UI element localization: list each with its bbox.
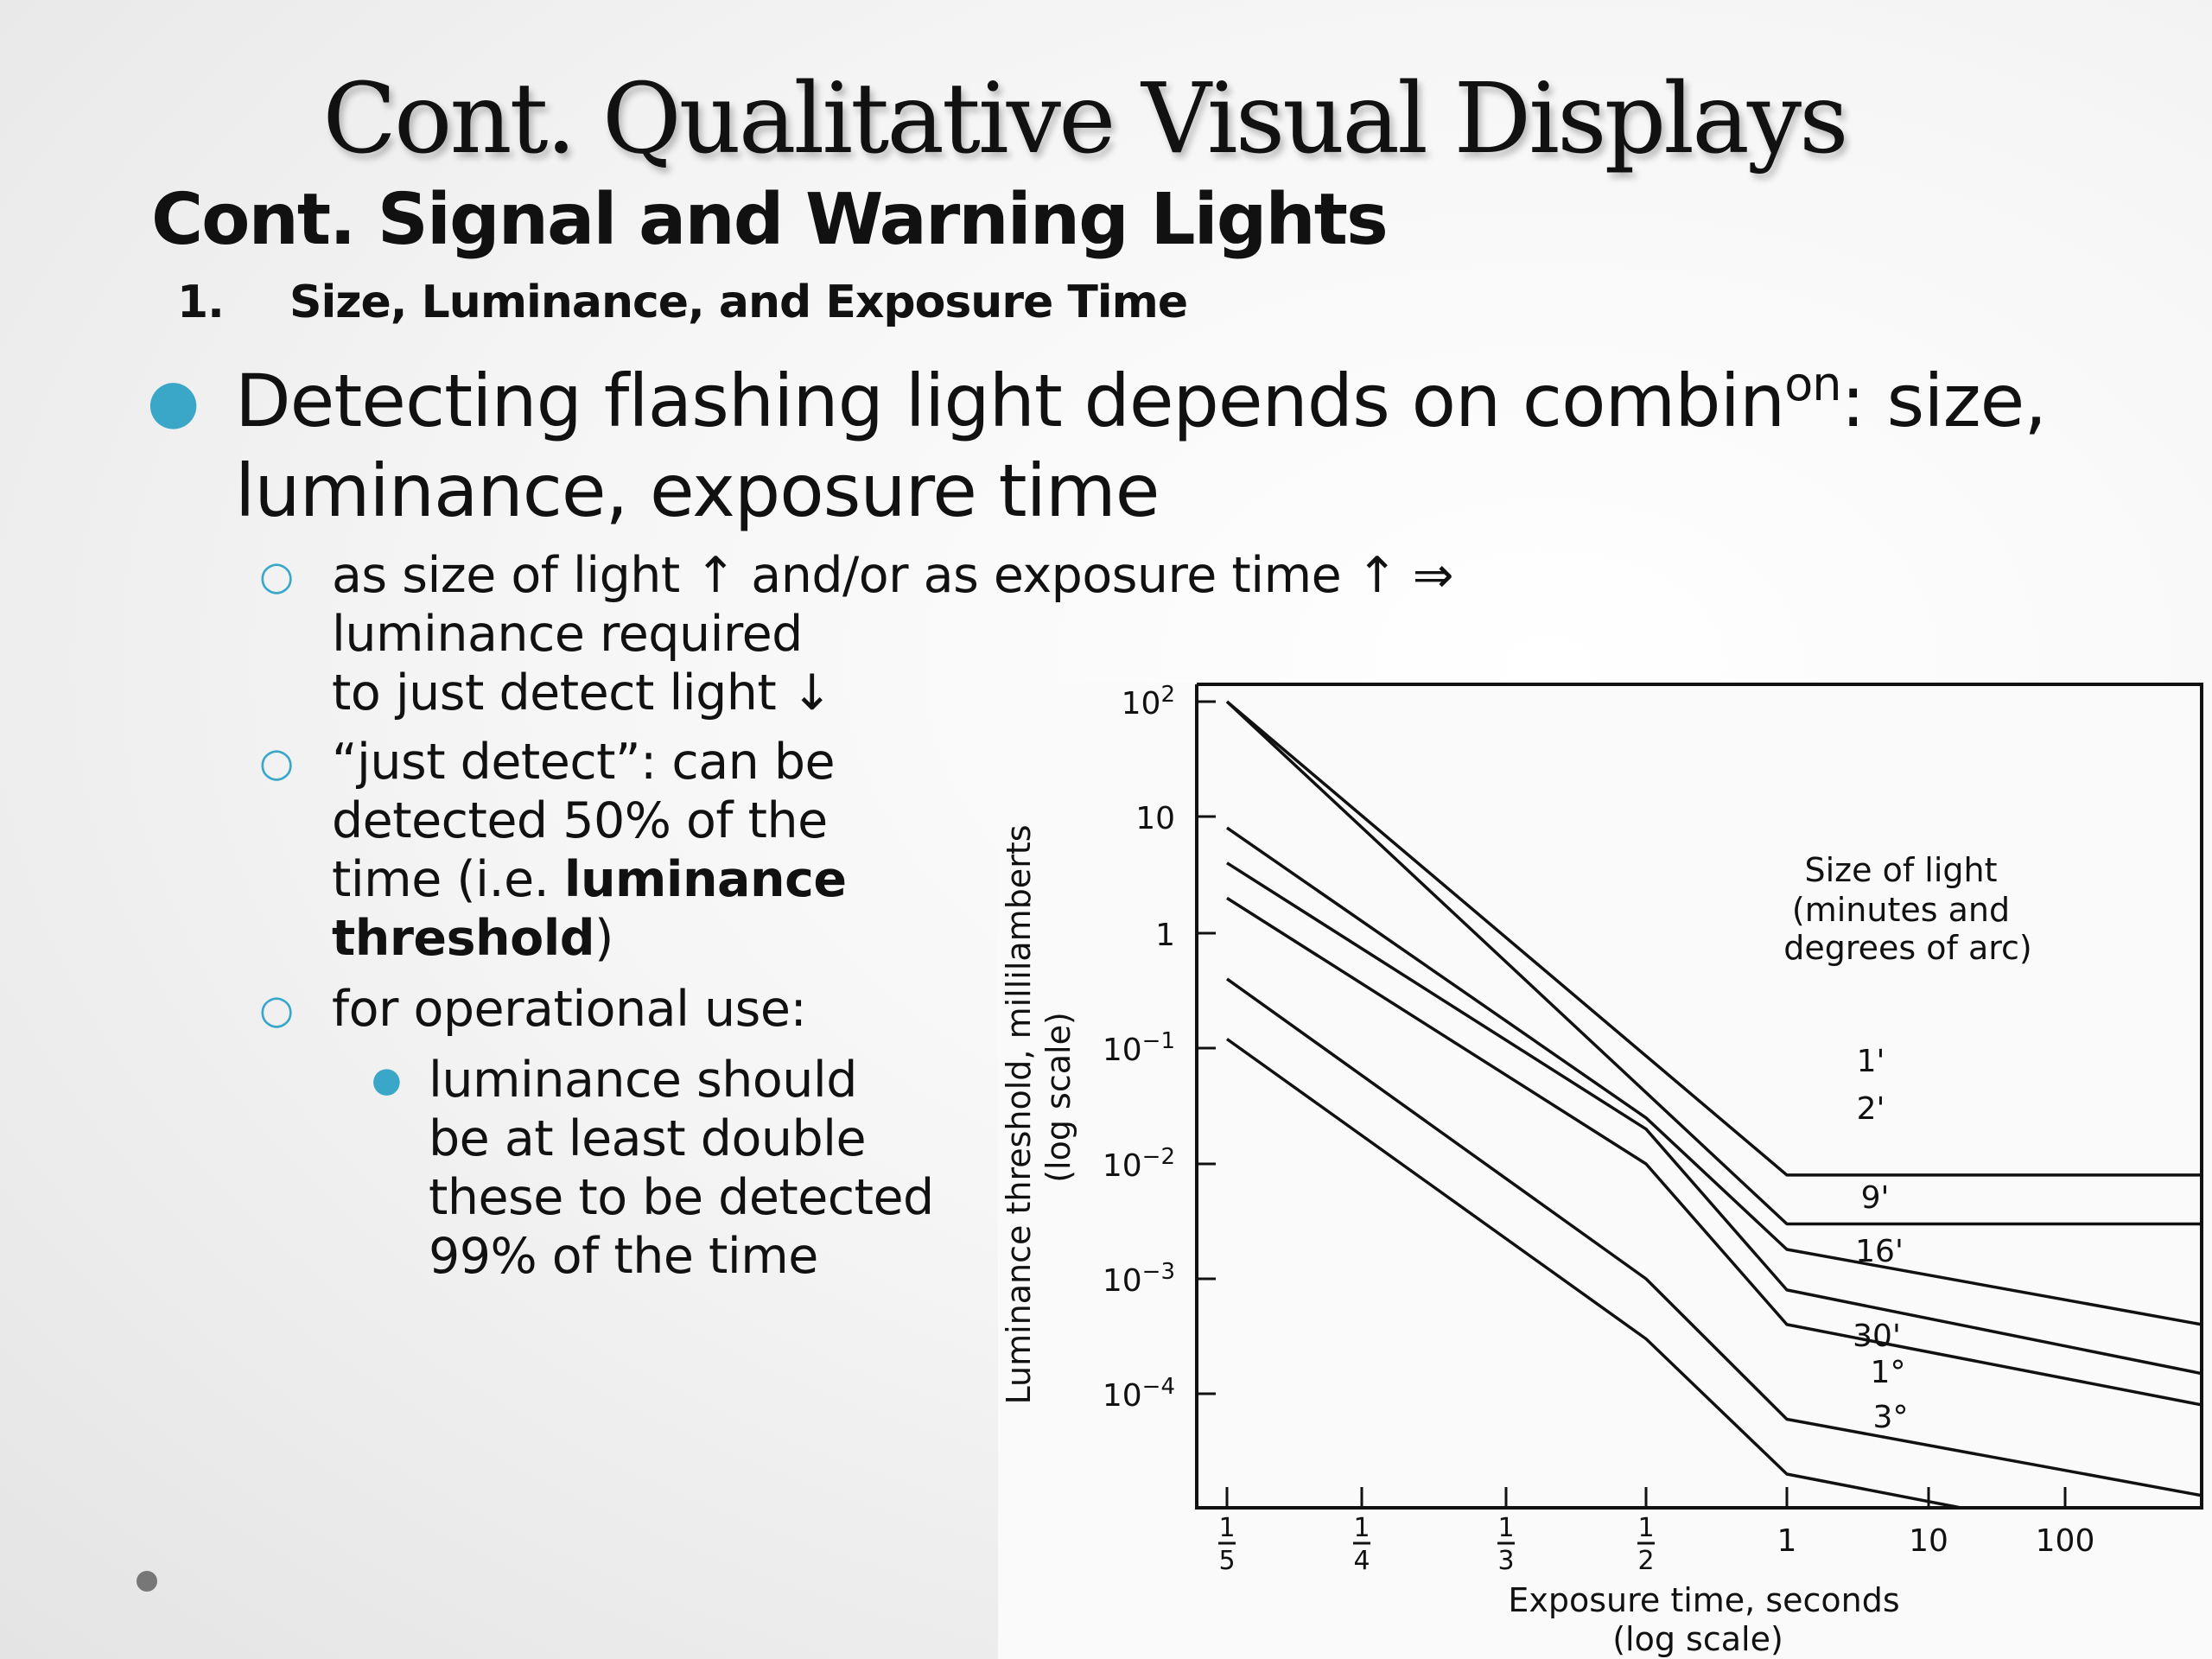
series-label: 1° [1871,1355,1906,1390]
small-dot-bullet-icon: ● [372,1060,402,1100]
main-bullet: ● Detecting flashing light depends on co… [147,356,2134,536]
x-axis-note: (log scale) [1612,1620,1783,1658]
series-label: 2' [1857,1091,1885,1127]
series-label: 9' [1861,1180,1890,1216]
x-tick-label-denominator: 2 [1637,1546,1654,1576]
x-tick-label: 1 [1777,1523,1797,1559]
main-bullet-line1-a: Detecting flashing light depends on comb… [235,359,1785,443]
y-axis-title: Luminance threshold, millilamberts [1000,824,1038,1404]
sub-bullet-line: time (i.e. luminance [332,851,847,908]
x-tick-label: 100 [2036,1523,2095,1559]
sub-bullet-line: luminance required [332,606,803,663]
bold-term: threshold [332,910,595,967]
y-tick-label: 1 [1155,918,1175,953]
sub-bullet-just-detect: ○ “just detect”: can be detected 50% of … [259,733,847,968]
x-tick-label-denominator: 5 [1218,1546,1235,1576]
main-bullet-text: Detecting flashing light depends on comb… [235,356,2134,536]
legend-title-line2: (minutes and [1792,891,2010,929]
series-label: 16' [1855,1234,1904,1269]
y-tick-label: 10 [1135,801,1175,836]
slide-indicator-dot [137,1571,157,1592]
sub-bullet-text: “just detect”: can be detected 50% of th… [332,733,847,968]
series-label: 3° [1873,1400,1909,1435]
sub-sub-bullet-line: these to be detected [429,1169,934,1226]
hollow-circle-bullet-icon: ○ [259,739,294,785]
series-line [1225,977,2202,1497]
series-line [1225,1038,1969,1508]
legend-title-line3: degrees of arc) [1783,929,2032,967]
y-tick-label: 10−1 [1103,1028,1175,1068]
sub-bullet-line: as size of light ↑ and/or as exposure ti… [332,547,1453,604]
slide-title: Cont. Qualitative Visual Displays [322,63,1848,175]
sub-bullet-size-exposure: ○ as size of light ↑ and/or as exposure … [259,546,1453,722]
series-line [1225,700,2202,1177]
main-bullet-line1-b: : size, [1840,359,2047,443]
sub-sub-bullet-line: 99% of the time [429,1228,818,1285]
x-tick-label-numerator: 1 [1497,1513,1514,1543]
x-tick-label: 10 [1909,1523,1948,1559]
y-tick-label: 10−4 [1103,1374,1175,1414]
sub-sub-bullet-line: luminance should [429,1052,857,1109]
chart-background [998,683,2212,1659]
y-axis: 102 10 1 10−1 10−2 10−3 10−4 [1103,682,1216,1414]
bold-term: luminance [563,851,847,908]
sub-bullet-operational: ○ for operational use: [259,980,807,1039]
y-tick-label: 102 [1122,682,1175,721]
sub-sub-bullet-double-luminance: ● luminance should be at least double th… [372,1051,934,1286]
sub-bullet-line: to just detect light ↓ [332,664,833,721]
slide-subtitle: Cont. Signal and Warning Lights [151,179,1389,261]
y-tick-label: 10−3 [1103,1259,1175,1299]
y-tick-label: 10−2 [1103,1144,1175,1184]
sub-bullet-text: as size of light ↑ and/or as exposure ti… [332,546,1453,722]
series-line [1225,700,2202,1226]
sub-bullet-line: “just detect”: can be [332,734,836,791]
sub-bullet-text: for operational use: [332,981,807,1038]
sub-bullet-fragment: ) [594,910,613,967]
numbered-item: 1. Size, Luminance, and Exposure Time [177,276,1188,328]
series-line [1226,861,2202,1376]
main-bullet-line2: luminance, exposure time [235,448,1160,533]
x-tick-label-numerator: 1 [1353,1513,1370,1543]
x-tick-label-denominator: 3 [1497,1546,1514,1576]
x-tick-label-numerator: 1 [1218,1513,1235,1543]
series-label: 30' [1853,1319,1901,1354]
sub-bullet-line: detected 50% of the [332,792,828,849]
series-label: 1' [1857,1044,1885,1079]
series-line [1226,826,2202,1326]
item-heading: Size, Luminance, and Exposure Time [289,276,1188,328]
x-axis-title: Exposure time, seconds [1508,1581,1899,1619]
main-bullet-superscript: on [1784,357,1841,411]
legend-title-line1: Size of light [1804,851,1997,889]
hollow-circle-bullet-icon: ○ [259,552,294,599]
y-axis-note: (log scale) [1039,1012,1077,1183]
item-number: 1. [177,276,225,328]
series-line [1226,896,2202,1407]
main-bullet-line1: Detecting flashing light depends on comb… [235,357,2047,443]
series-group [1225,700,2202,1508]
sub-bullet-line: threshold) [332,910,613,967]
bullet-dot-icon: ● [147,365,200,436]
x-tick-label-numerator: 1 [1637,1513,1654,1543]
hollow-circle-bullet-icon: ○ [259,986,294,1033]
sub-sub-bullet-line: be at least double [429,1110,867,1167]
plot-frame [1195,683,2203,1510]
series-label-group: 1' 2' 9' 16' 30'1° 3° [1853,1044,1908,1435]
sub-sub-bullet-text: luminance should be at least double thes… [429,1051,934,1286]
sub-bullet-fragment: time (i.e. [332,851,564,908]
x-tick-label-denominator: 4 [1353,1546,1370,1576]
